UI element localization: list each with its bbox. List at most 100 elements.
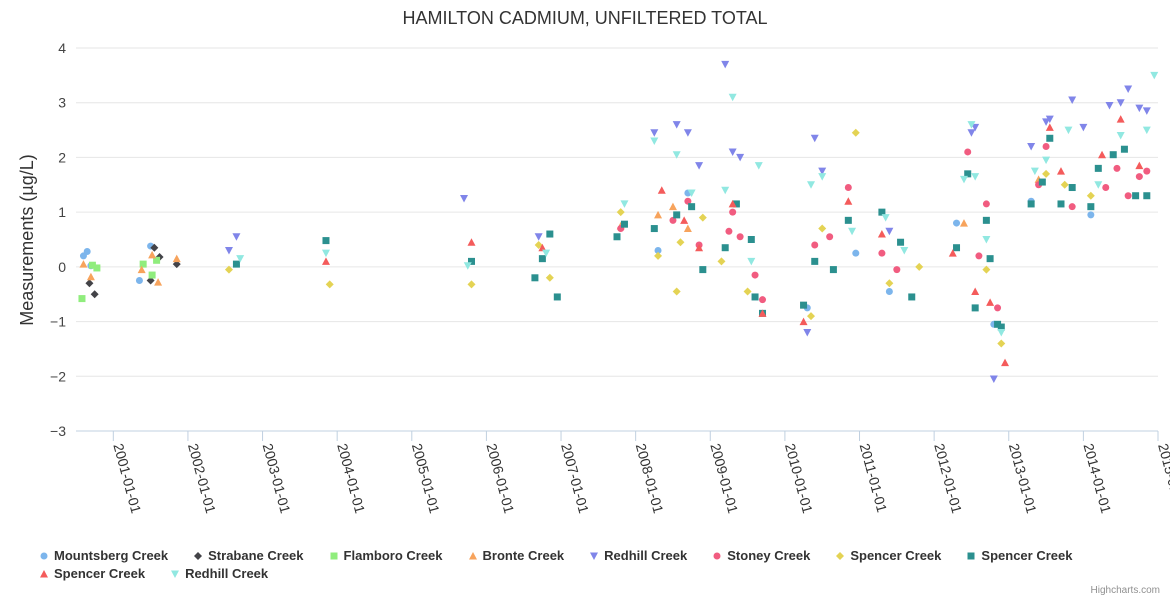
- data-point[interactable]: [982, 265, 991, 274]
- data-point[interactable]: [85, 279, 94, 288]
- data-point[interactable]: [878, 249, 886, 257]
- legend-item[interactable]: Strabane Creek: [190, 547, 304, 563]
- data-point[interactable]: [172, 254, 181, 263]
- data-point[interactable]: [88, 261, 96, 269]
- data-point[interactable]: [90, 290, 99, 299]
- data-point[interactable]: [1057, 200, 1065, 208]
- data-point[interactable]: [684, 197, 692, 205]
- data-point[interactable]: [986, 298, 995, 306]
- data-point[interactable]: [1116, 99, 1125, 107]
- data-point[interactable]: [148, 250, 157, 259]
- data-point[interactable]: [1027, 200, 1035, 208]
- data-point[interactable]: [751, 271, 759, 279]
- data-point[interactable]: [695, 162, 704, 170]
- data-point[interactable]: [1056, 167, 1065, 175]
- data-point[interactable]: [545, 273, 554, 282]
- legend-item[interactable]: Mountsberg Creek: [36, 547, 168, 563]
- data-point[interactable]: [1086, 191, 1095, 200]
- data-point[interactable]: [613, 233, 621, 241]
- data-point[interactable]: [758, 309, 767, 317]
- data-point[interactable]: [807, 312, 816, 321]
- data-point[interactable]: [818, 167, 827, 176]
- data-point[interactable]: [1143, 167, 1151, 175]
- data-point[interactable]: [154, 278, 163, 286]
- data-point[interactable]: [139, 260, 147, 268]
- data-point[interactable]: [1113, 164, 1121, 172]
- data-point[interactable]: [1042, 156, 1051, 165]
- data-point[interactable]: [546, 230, 554, 238]
- data-point[interactable]: [829, 266, 837, 274]
- data-point[interactable]: [811, 241, 819, 249]
- data-point[interactable]: [232, 233, 241, 241]
- data-point[interactable]: [321, 249, 330, 258]
- data-point[interactable]: [997, 339, 1006, 348]
- data-point[interactable]: [844, 197, 853, 205]
- data-point[interactable]: [1045, 115, 1054, 124]
- data-point[interactable]: [721, 244, 729, 252]
- data-point[interactable]: [971, 173, 980, 181]
- data-point[interactable]: [1038, 178, 1046, 186]
- data-point[interactable]: [325, 280, 334, 289]
- data-point[interactable]: [751, 293, 759, 301]
- data-point[interactable]: [467, 238, 476, 246]
- data-point[interactable]: [1124, 85, 1133, 94]
- data-point[interactable]: [982, 216, 990, 224]
- data-point[interactable]: [1132, 192, 1140, 200]
- data-point[interactable]: [1135, 161, 1144, 170]
- data-point[interactable]: [1027, 142, 1036, 151]
- data-point[interactable]: [799, 317, 808, 326]
- data-point[interactable]: [1102, 184, 1110, 192]
- data-point[interactable]: [86, 272, 95, 281]
- data-point[interactable]: [322, 237, 330, 245]
- data-point[interactable]: [1046, 134, 1054, 142]
- data-point[interactable]: [1098, 150, 1107, 159]
- data-point[interactable]: [668, 202, 677, 211]
- data-point[interactable]: [989, 375, 998, 384]
- data-point[interactable]: [1120, 145, 1128, 153]
- data-point[interactable]: [463, 262, 472, 270]
- data-point[interactable]: [851, 128, 860, 137]
- data-point[interactable]: [810, 134, 819, 143]
- data-point[interactable]: [736, 233, 744, 241]
- data-point[interactable]: [683, 129, 692, 137]
- data-point[interactable]: [538, 243, 547, 252]
- data-point[interactable]: [747, 236, 755, 243]
- data-point[interactable]: [534, 233, 543, 241]
- data-point[interactable]: [616, 208, 625, 217]
- data-point[interactable]: [1042, 142, 1050, 150]
- data-point[interactable]: [721, 186, 730, 195]
- data-point[interactable]: [79, 260, 88, 268]
- data-point[interactable]: [964, 170, 972, 178]
- data-point[interactable]: [1135, 173, 1143, 181]
- data-point[interactable]: [953, 244, 961, 252]
- data-point[interactable]: [232, 260, 240, 268]
- legend-item[interactable]: Redhill Creek: [586, 547, 687, 563]
- data-point[interactable]: [803, 329, 812, 337]
- legend-item[interactable]: Flamboro Creek: [326, 547, 443, 563]
- data-point[interactable]: [885, 287, 893, 295]
- data-point[interactable]: [620, 220, 628, 228]
- data-point[interactable]: [986, 255, 994, 263]
- data-point[interactable]: [852, 249, 860, 257]
- data-point[interactable]: [1105, 101, 1114, 110]
- data-point[interactable]: [728, 148, 737, 156]
- data-point[interactable]: [467, 257, 475, 265]
- data-point[interactable]: [669, 216, 677, 224]
- data-point[interactable]: [878, 208, 886, 216]
- data-point[interactable]: [538, 255, 546, 263]
- data-point[interactable]: [844, 216, 852, 224]
- legend-item[interactable]: Spencer Creek: [832, 547, 941, 563]
- data-point[interactable]: [881, 214, 890, 222]
- data-point[interactable]: [137, 265, 146, 274]
- data-point[interactable]: [811, 257, 819, 265]
- data-point[interactable]: [728, 93, 737, 102]
- data-point[interactable]: [1135, 104, 1144, 113]
- data-point[interactable]: [650, 137, 659, 146]
- data-point[interactable]: [893, 266, 901, 274]
- data-point[interactable]: [688, 203, 696, 211]
- data-point[interactable]: [321, 257, 330, 265]
- data-point[interactable]: [467, 280, 476, 289]
- data-point[interactable]: [1094, 181, 1103, 189]
- data-point[interactable]: [654, 210, 663, 219]
- data-point[interactable]: [1068, 203, 1076, 211]
